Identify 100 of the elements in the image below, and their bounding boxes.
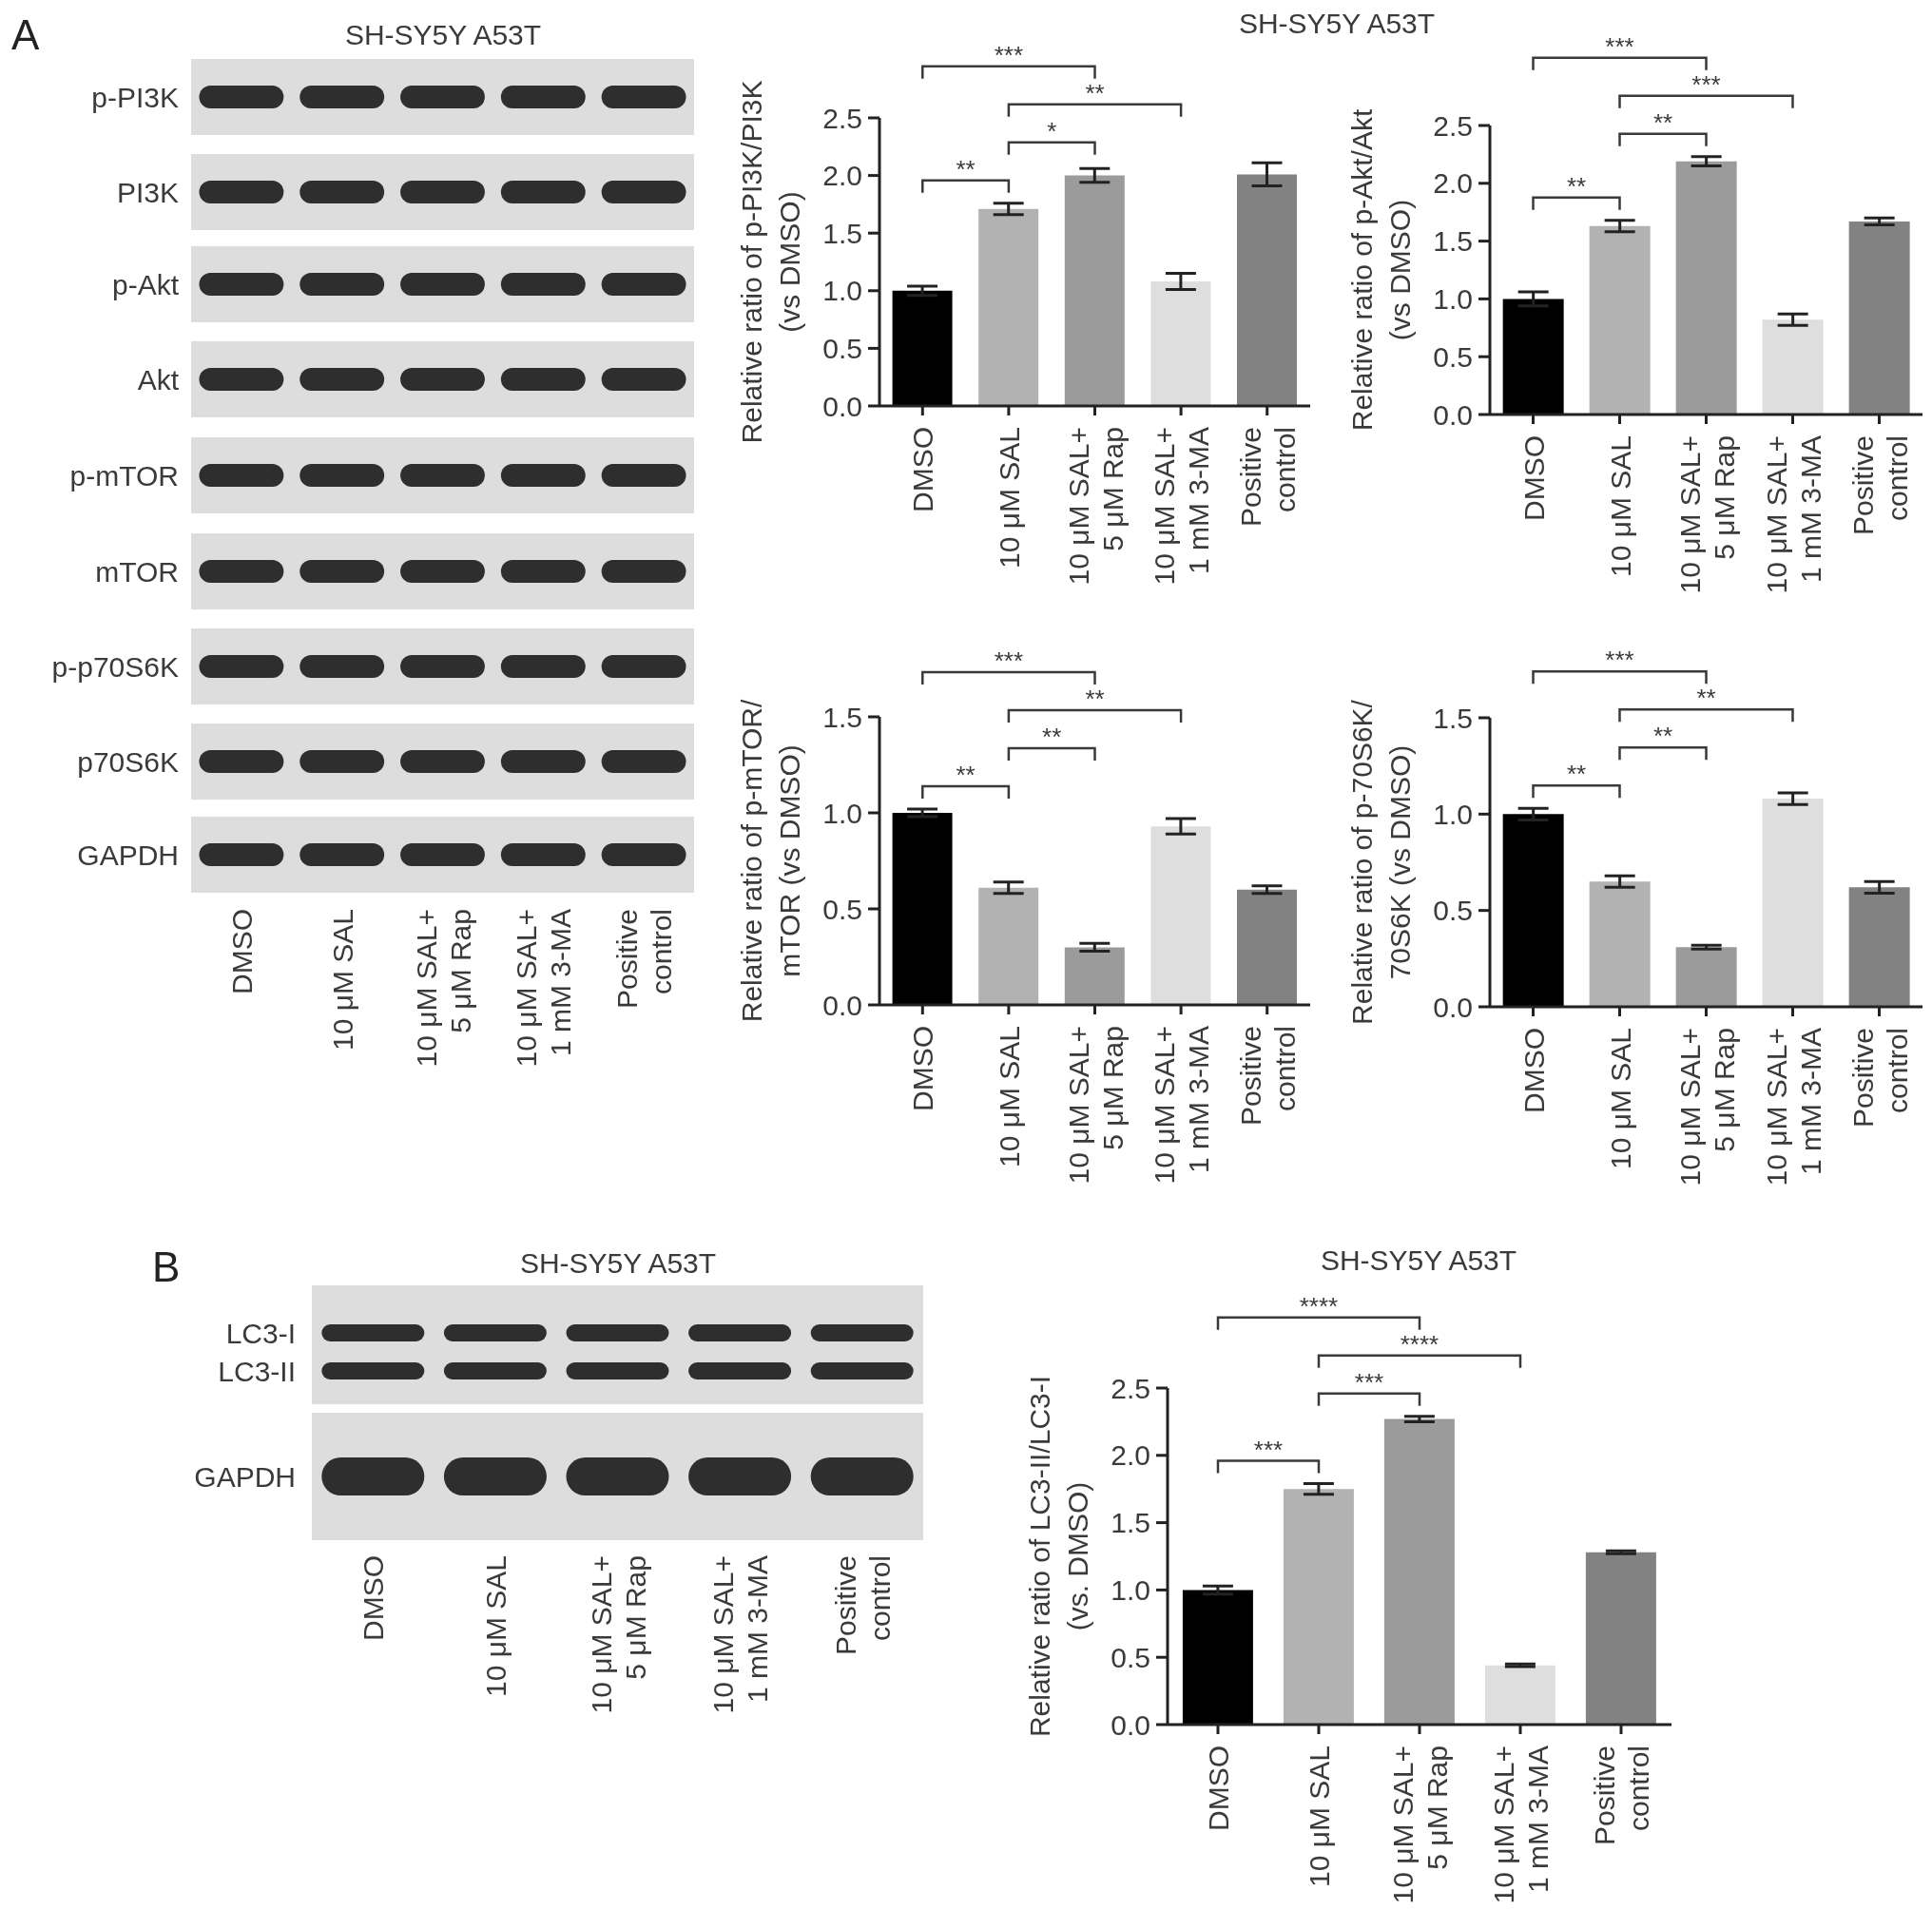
category-label: p-mTOR — [69, 459, 179, 492]
category-label: GAPDH — [194, 1460, 296, 1493]
category-label: p70S6K — [77, 745, 179, 778]
category-label: DMSO — [357, 1555, 389, 1641]
x-tick-label: DMSO — [906, 427, 938, 512]
y-tick-label: 0.0 — [1111, 1708, 1150, 1741]
y-tick-label: 2.0 — [1433, 167, 1473, 200]
y-tick-label: 1.5 — [1433, 225, 1473, 258]
annotation: ** — [1652, 722, 1673, 751]
x-tick-label: 10 μM SAL+ 1 mM 3-MA — [1148, 427, 1214, 586]
category-label: mTOR — [95, 555, 179, 588]
annotation: ** — [1566, 760, 1587, 789]
y-tick-label: 0.5 — [1433, 340, 1473, 373]
y-tick-label: 2.5 — [1433, 109, 1473, 142]
text: *** — [994, 646, 1024, 675]
annotation: ** — [1652, 107, 1673, 137]
x-tick-label: DMSO — [1202, 1746, 1234, 1831]
y-tick-label: 0.0 — [1433, 398, 1473, 431]
y-tick-label: 2.5 — [1111, 1372, 1150, 1404]
x-tick-label: Positive control — [1846, 1028, 1912, 1128]
category-label: p-p70S6K — [51, 650, 179, 683]
x-tick-label: Positive control — [1234, 427, 1301, 528]
annotation: ** — [1042, 722, 1062, 751]
y-axis-title: Relative ratio of p-Akt/Akt (vs DMSO) — [1345, 108, 1416, 432]
y-tick-label: 1.0 — [1433, 283, 1473, 316]
text: SH-SY5Y A53T — [519, 1246, 717, 1279]
y-tick-label: 1.0 — [1433, 798, 1473, 830]
y-axis-title: Relative ratio of p-PI3K/PI3K (vs DMSO) — [735, 80, 805, 444]
category-label: 10 μM SAL+ 5 μM Rap — [585, 1555, 650, 1714]
y-tick-label: 1.5 — [822, 701, 862, 733]
x-tick-label: 10 μM SAL+ 1 mM 3-MA — [1760, 435, 1826, 594]
x-tick-label: 10 μM SAL+ 1 mM 3-MA — [1760, 1028, 1826, 1186]
x-tick-label: 10 μM SAL — [993, 427, 1025, 569]
x-tick-label: Positive control — [1588, 1746, 1654, 1846]
x-tick-label: 10 μM SAL — [1604, 1028, 1635, 1170]
y-tick-label: 0.5 — [822, 893, 862, 925]
category-label: p-Akt — [111, 268, 179, 300]
category-label: p-PI3K — [91, 81, 179, 113]
annotation: * — [1047, 116, 1057, 145]
text: SH-SY5Y A53T — [344, 18, 542, 50]
annotation: *** — [1253, 1435, 1284, 1464]
category-label: Positive control — [610, 909, 677, 1010]
y-tick-label: 2.0 — [1111, 1439, 1150, 1472]
x-tick-label: Positive control — [1846, 435, 1912, 536]
y-tick-label: 2.5 — [822, 102, 862, 134]
category-label: 10 μM SAL+ 1 mM 3-MA — [706, 1555, 773, 1714]
chart-title: SH-SY5Y A53T — [1238, 7, 1436, 39]
category-label: LC3-I — [225, 1317, 296, 1349]
category-label: Akt — [137, 363, 179, 395]
x-tick-label: 10 μM SAL+ 5 μM Rap — [1062, 1026, 1128, 1185]
annotation: ** — [956, 154, 976, 183]
y-tick-label: 0.5 — [1111, 1641, 1150, 1673]
text: ** — [1696, 684, 1716, 713]
text: *** — [1605, 646, 1634, 675]
annotation: *** — [1354, 1367, 1384, 1397]
x-tick-label: 10 μM SAL — [1303, 1746, 1335, 1888]
text: ** — [1085, 78, 1105, 107]
y-axis-title: Relative ratio of p-70S6K/ 70S6K (vs DMSO) — [1345, 699, 1416, 1025]
category-label: 10 μM SAL — [479, 1555, 512, 1698]
category-label: DMSO — [225, 909, 258, 994]
text: B — [152, 1243, 181, 1290]
y-tick-label: 1.0 — [1111, 1574, 1150, 1607]
y-tick-label: 0.5 — [822, 333, 862, 365]
x-tick-label: Positive control — [1234, 1026, 1301, 1127]
x-tick-label: 10 μM SAL+ 1 mM 3-MA — [1487, 1746, 1554, 1904]
y-tick-label: 1.5 — [1111, 1507, 1150, 1539]
text: **** — [1400, 1329, 1439, 1359]
x-tick-label: 10 μM SAL+ 1 mM 3-MA — [1148, 1026, 1214, 1185]
text: **** — [1299, 1291, 1339, 1321]
y-tick-label: 0.0 — [1433, 991, 1473, 1023]
chart-title: SH-SY5Y A53T — [1320, 1244, 1517, 1276]
text: *** — [994, 40, 1024, 69]
y-tick-label: 1.0 — [822, 797, 862, 829]
y-axis-title: Relative ratio of LC3-II/LC3-I (vs. DMSO) — [1023, 1375, 1093, 1738]
category-label: LC3-II — [218, 1355, 296, 1387]
text: A — [11, 10, 40, 58]
annotation: ** — [1566, 171, 1587, 201]
x-tick-label: 10 μM SAL — [1604, 435, 1635, 578]
y-tick-label: 0.5 — [1433, 895, 1473, 927]
x-tick-label: 10 μM SAL — [993, 1026, 1025, 1168]
x-tick-label: DMSO — [906, 1026, 938, 1111]
y-axis-title: Relative ratio of p-mTOR/ mTOR (vs DMSO) — [735, 699, 805, 1023]
x-tick-label: DMSO — [1517, 435, 1549, 521]
category-label: Positive control — [829, 1555, 896, 1656]
y-tick-label: 1.5 — [822, 217, 862, 249]
x-tick-label: 10 μM SAL+ 5 μM Rap — [1673, 435, 1739, 594]
y-tick-label: 1.5 — [1433, 702, 1473, 734]
text: *** — [1691, 69, 1721, 99]
y-tick-label: 0.0 — [822, 390, 862, 422]
x-tick-label: 10 μM SAL+ 5 μM Rap — [1062, 427, 1128, 586]
y-tick-label: 2.0 — [822, 160, 862, 192]
x-tick-label: 10 μM SAL+ 5 μM Rap — [1673, 1028, 1739, 1186]
text: *** — [1605, 31, 1634, 61]
text: ** — [1085, 684, 1105, 713]
category-label: PI3K — [116, 176, 179, 208]
y-tick-label: 1.0 — [822, 275, 862, 307]
y-tick-label: 0.0 — [822, 989, 862, 1021]
category-label: GAPDH — [77, 839, 179, 871]
annotation: ** — [956, 760, 976, 789]
x-tick-label: 10 μM SAL+ 5 μM Rap — [1386, 1746, 1453, 1904]
